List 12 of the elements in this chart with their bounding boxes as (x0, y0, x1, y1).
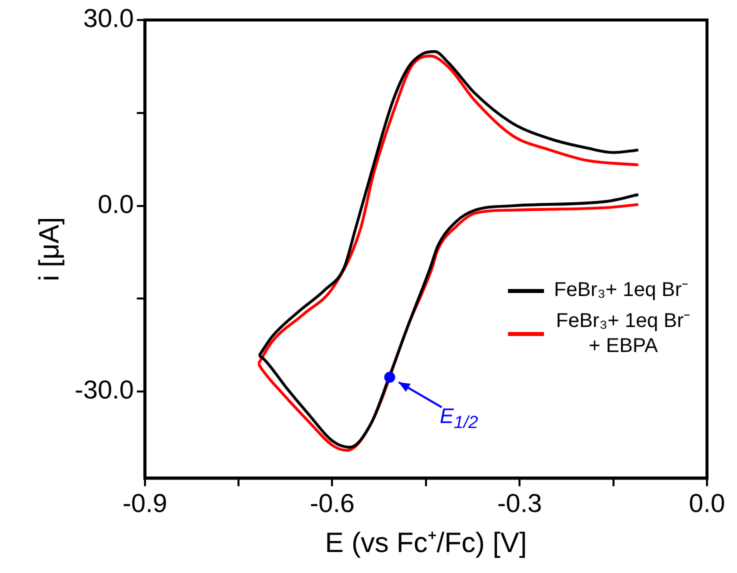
y-tick-label: 0.0 (98, 188, 134, 219)
x-tick-label: -0.9 (122, 488, 168, 518)
legend-label: FeBr₃+ 1eq Br⁻ + EBPA (555, 309, 692, 359)
x-tick-label: -0.6 (310, 488, 355, 518)
x-tick-label: -0.3 (497, 488, 542, 518)
y-tick-label: -30.0 (74, 374, 134, 405)
y-axis-title: i [μA] (34, 216, 65, 282)
y-tick-label: 30.0 (83, 3, 134, 34)
x-tick-label: 0.0 (688, 488, 726, 518)
x-axis-title: E (vs Fc⁺/Fc) [V] (324, 526, 527, 558)
legend-label: FeBr₃+ 1eq Br⁻ (554, 278, 689, 303)
annotation: E$_{1/2}$ (440, 405, 478, 434)
